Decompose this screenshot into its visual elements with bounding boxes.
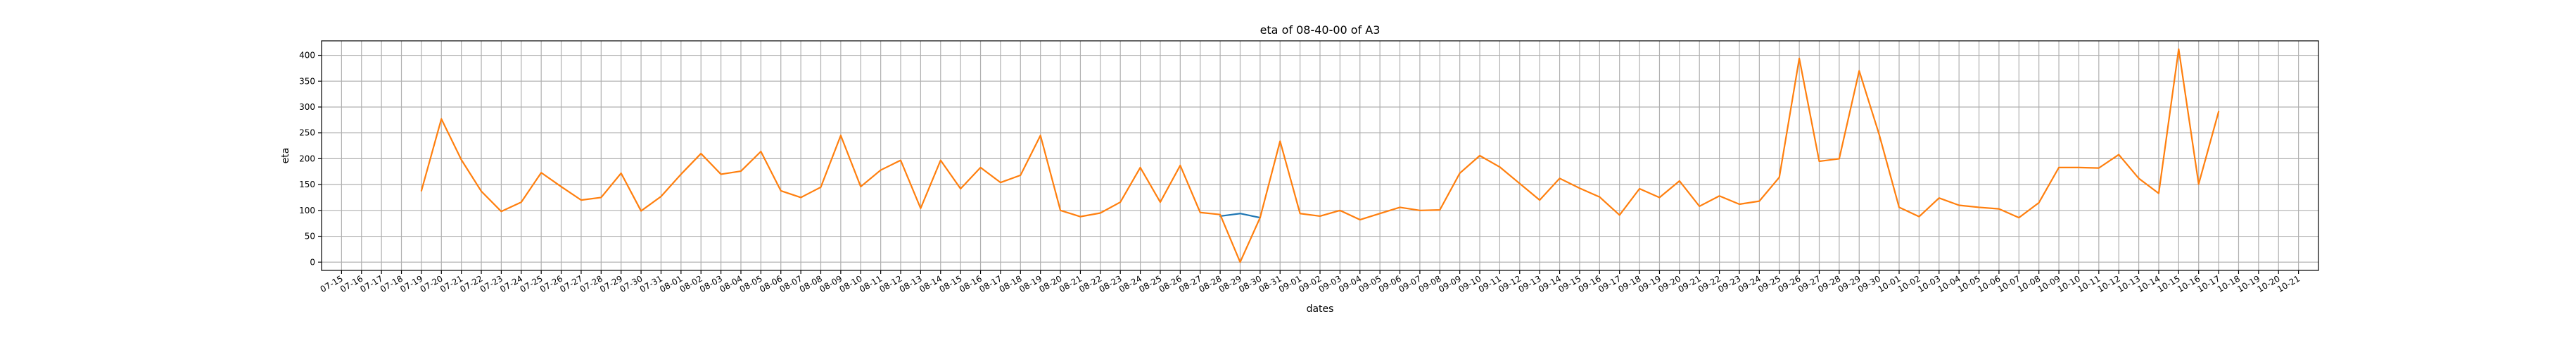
y-tick-label: 400	[299, 51, 315, 61]
y-tick-label: 350	[299, 76, 315, 86]
y-tick-label: 200	[299, 154, 315, 163]
x-axis-ticks: 07-1507-1607-1707-1807-1907-2007-2107-22…	[319, 270, 2302, 294]
series-line-1	[1219, 213, 1261, 219]
series-lines	[420, 48, 2220, 263]
series-line-2	[420, 48, 2220, 263]
y-tick-label: 150	[299, 180, 315, 189]
y-axis-ticks: 0 50 100 150 200 250 300 350 400	[299, 51, 322, 267]
x-tick-label: 10-21	[2276, 273, 2302, 294]
y-tick-label: 100	[299, 206, 315, 215]
y-tick-label: 250	[299, 128, 315, 138]
y-axis-label: eta	[280, 148, 291, 164]
y-tick-label: 0	[310, 257, 315, 267]
chart-title: eta of 08-40-00 of A3	[1260, 23, 1381, 37]
grid	[322, 41, 2318, 270]
x-axis-label: dates	[1307, 303, 1334, 315]
y-tick-label: 50	[305, 232, 315, 242]
y-tick-label: 300	[299, 102, 315, 112]
